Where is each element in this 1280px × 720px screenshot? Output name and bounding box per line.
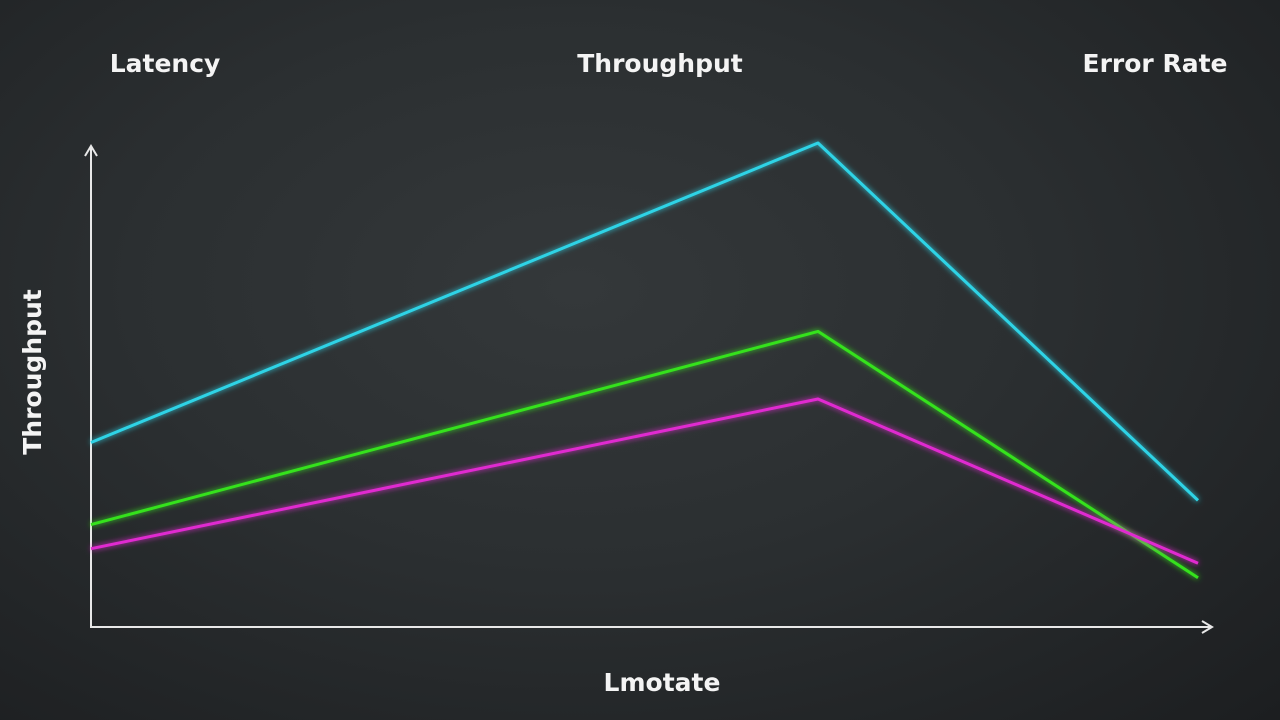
x-axis-arrow [1201, 620, 1214, 634]
legend: Latency Throughput Error Rate [110, 49, 1228, 88]
legend-item-throughput: Throughput [577, 49, 743, 88]
legend-label-throughput: Throughput [577, 49, 743, 78]
y-axis-arrow [84, 144, 98, 157]
legend-label-error-rate: Error Rate [1083, 49, 1228, 78]
y-axis-title: Throughput [18, 289, 47, 455]
legend-item-error-rate: Error Rate [1083, 49, 1228, 86]
series-line-error-rate [90, 397, 1199, 565]
series-layer [90, 141, 1200, 579]
x-axis-title: Lmotate [604, 668, 721, 697]
series-line-throughput [90, 329, 1199, 579]
legend-item-latency: Latency [110, 49, 221, 86]
axes [84, 144, 1214, 634]
legend-label-latency: Latency [110, 49, 221, 78]
series-line-latency [90, 141, 1200, 502]
